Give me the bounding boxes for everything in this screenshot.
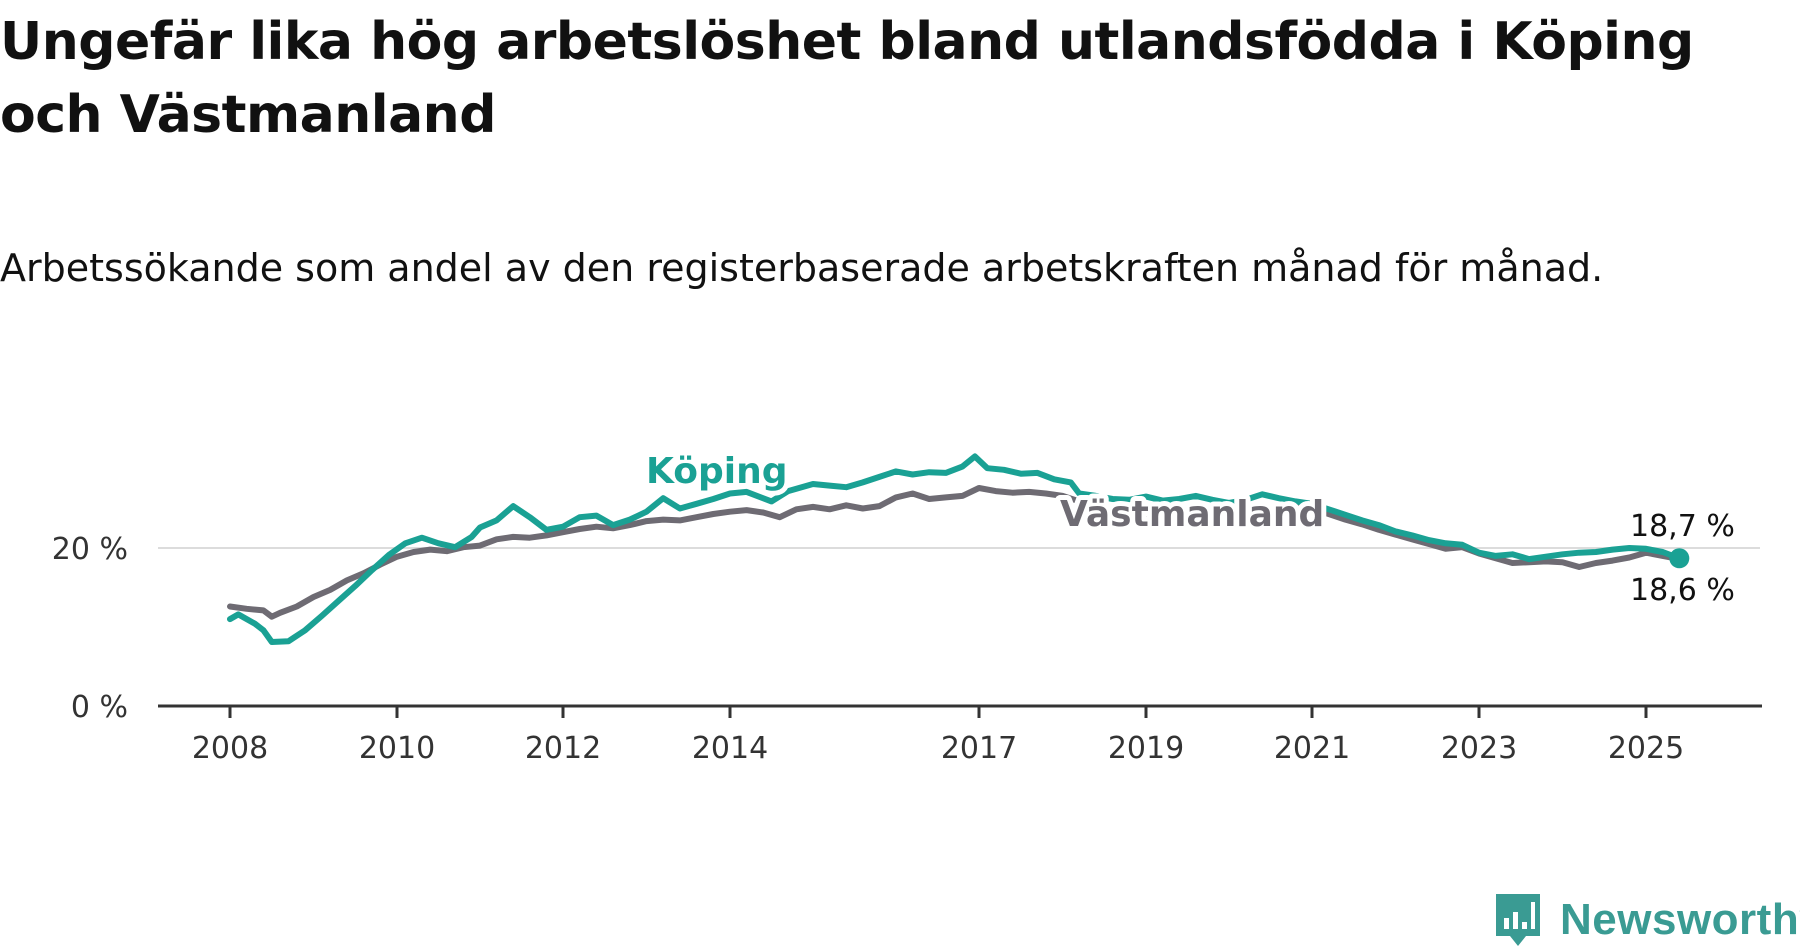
x-tick-label: 2008 [192, 731, 268, 766]
x-tick-label: 2021 [1274, 731, 1350, 766]
x-tick-label: 2012 [525, 731, 601, 766]
axes: 0 % 20 % 2008 2010 2012 2014 2017 2019 2021 2023 2… [52, 532, 1762, 766]
chart-subtitle: Arbetssökande som andel av den registerb… [0, 246, 1604, 290]
end-point-marker [1669, 548, 1690, 569]
series-label: Köping [646, 451, 788, 492]
end-value-label: 18,6 % [1630, 573, 1735, 608]
brand-logo: Newsworthy [1494, 890, 1800, 950]
brand-name: Newsworthy [1560, 895, 1800, 944]
x-tick-label: 2019 [1108, 731, 1184, 766]
x-tick-label: 2014 [692, 731, 768, 766]
series-label-halo: Köping [646, 451, 788, 492]
series-line-vstmanland [227, 485, 1683, 620]
y-tick-label: 20 % [52, 532, 128, 567]
series-lines [227, 453, 1690, 645]
x-tick-label: 2025 [1608, 731, 1684, 766]
y-tick-label: 0 % [71, 690, 128, 725]
series-label-halo: Västmanland [1060, 494, 1324, 535]
newsworthy-logo-icon [1496, 894, 1540, 946]
series-label: Västmanland [1060, 494, 1324, 535]
end-value-label: 18,7 % [1630, 509, 1735, 544]
chart-title: Ungefär lika hög arbetslöshet bland utla… [0, 12, 1694, 145]
series-line-kping [227, 453, 1683, 645]
x-tick-label: 2017 [941, 731, 1017, 766]
x-tick-label: 2010 [359, 731, 435, 766]
x-tick-label: 2023 [1441, 731, 1517, 766]
